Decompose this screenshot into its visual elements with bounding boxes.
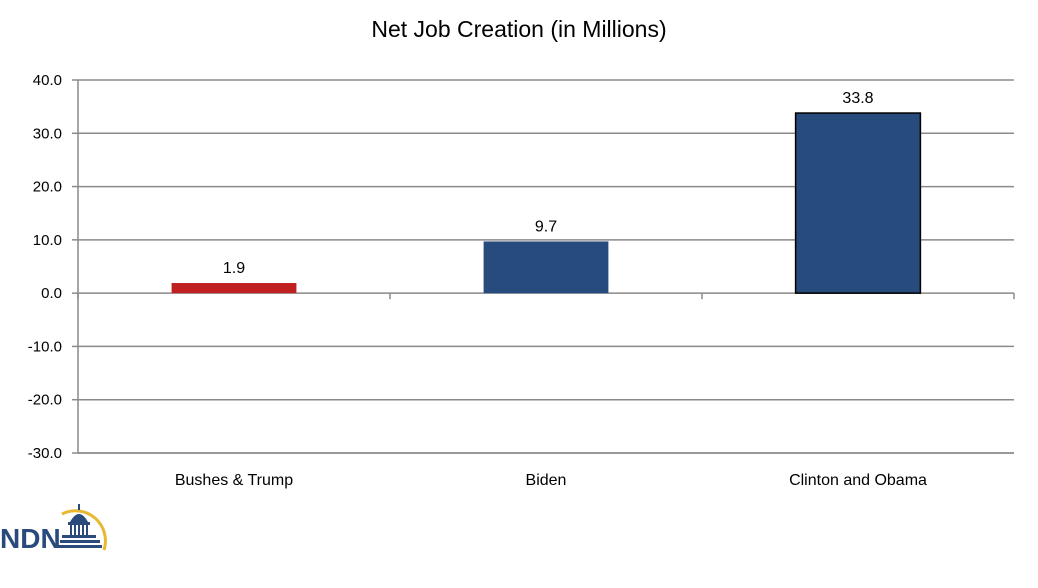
logo-text: NDN bbox=[0, 523, 61, 554]
bar-chart: 40.0 30.0 20.0 10.0 0.0 -10.0 -20.0 -30.0 1.9 Bus… bbox=[28, 72, 1015, 489]
logo-arc bbox=[61, 509, 107, 551]
bar bbox=[794, 112, 922, 294]
y-tick-label: -30.0 bbox=[28, 445, 62, 462]
chart-title: Net Job Creation (in Millions) bbox=[371, 16, 667, 42]
data-label: 9.7 bbox=[535, 218, 557, 235]
y-tick-label: 40.0 bbox=[33, 72, 62, 89]
y-tick-label: 10.0 bbox=[33, 232, 62, 249]
ndn-logo: NDN bbox=[0, 504, 107, 554]
bar bbox=[483, 241, 609, 294]
category-label: Clinton and Obama bbox=[789, 472, 927, 489]
y-tick-label: 30.0 bbox=[33, 125, 62, 142]
category-label: Biden bbox=[526, 472, 567, 489]
labels: 40.0 30.0 20.0 10.0 0.0 -10.0 -20.0 -30.0 1.9 Bus… bbox=[28, 72, 927, 489]
y-tick-label: 0.0 bbox=[41, 285, 62, 302]
data-label: 33.8 bbox=[842, 90, 873, 107]
bars bbox=[171, 112, 922, 294]
capitol-dome-icon bbox=[58, 504, 102, 548]
y-tick-label: -20.0 bbox=[28, 392, 62, 409]
bar bbox=[171, 283, 297, 294]
y-tick-label: -10.0 bbox=[28, 338, 62, 355]
y-tick-label: 20.0 bbox=[33, 179, 62, 196]
category-label: Bushes & Trump bbox=[175, 472, 293, 489]
data-label: 1.9 bbox=[223, 260, 245, 277]
